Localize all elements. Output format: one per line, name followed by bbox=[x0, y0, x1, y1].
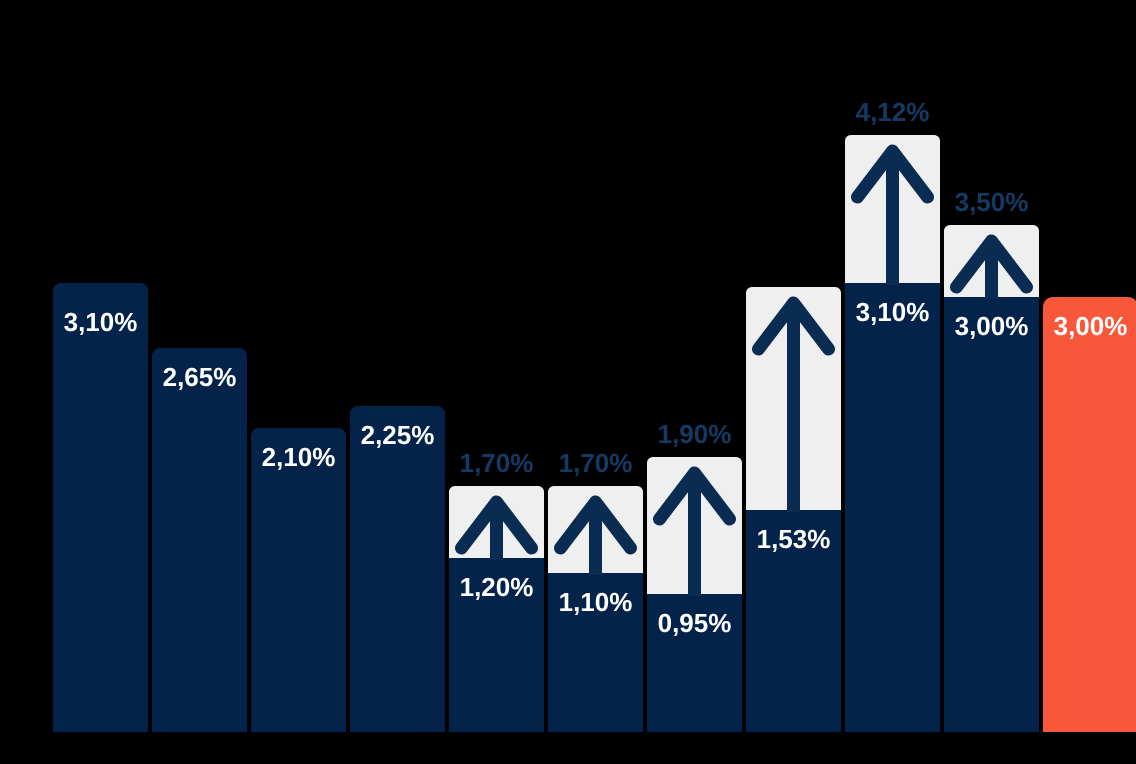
bar-current bbox=[350, 406, 445, 732]
bar-target-label: 1,90% bbox=[657, 419, 732, 449]
bar-target-label: 3,50% bbox=[954, 187, 1029, 217]
bar-current bbox=[53, 283, 148, 732]
bar-current bbox=[944, 297, 1039, 732]
bar-current bbox=[845, 283, 940, 732]
bar-current-highlight bbox=[1043, 297, 1136, 732]
bar-current bbox=[647, 594, 742, 732]
bar-target-label: 1,70% bbox=[459, 448, 534, 478]
bar-target-label: 1,70% bbox=[558, 448, 633, 478]
bar-value-label: 3,00% bbox=[1053, 311, 1128, 341]
bar-target-label: 4,12% bbox=[855, 97, 930, 127]
bar-value-label: 2,25% bbox=[360, 420, 435, 450]
bar-value-label: 3,10% bbox=[855, 297, 930, 327]
bar-value-label: 2,10% bbox=[261, 442, 336, 472]
bar-value-label: 0,95% bbox=[657, 608, 732, 638]
bar-current bbox=[449, 558, 544, 732]
bar-value-label: 3,00% bbox=[954, 311, 1029, 341]
bar-value-label: 3,10% bbox=[63, 307, 138, 337]
bar-value-label: 1,10% bbox=[558, 587, 633, 617]
bar-current bbox=[152, 348, 247, 732]
bar-value-label: 2,65% bbox=[162, 362, 237, 392]
bar-current bbox=[251, 428, 346, 732]
bar-current bbox=[746, 510, 841, 732]
bar-value-label: 1,53% bbox=[756, 524, 831, 554]
bar-value-label: 1,20% bbox=[459, 572, 534, 602]
bar-current bbox=[548, 573, 643, 732]
